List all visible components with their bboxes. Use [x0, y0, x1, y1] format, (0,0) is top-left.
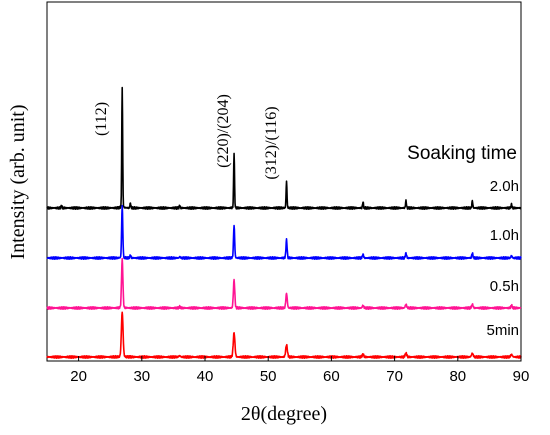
x-tick-label-90: 90: [513, 368, 530, 385]
x-tick-label-80: 80: [449, 368, 466, 385]
series-line-2-0h: [46, 86, 522, 210]
plot-frame: [46, 1, 522, 362]
series-label-0-5h: 0.5h: [490, 278, 519, 295]
x-tick-label-60: 60: [323, 368, 340, 385]
peak-label-112: (112): [93, 102, 110, 136]
series-layer: [46, 86, 522, 359]
y-axis-label: Intensity (arb. unit): [7, 105, 29, 260]
series-line-0-5h: [46, 257, 522, 310]
series-line-1-0h: [46, 204, 522, 260]
series-label-1-0h: 1.0h: [490, 227, 519, 244]
x-tick-label-40: 40: [197, 368, 214, 385]
peak-label-312-116: (312)/(116): [263, 106, 280, 179]
peak-label-220-204: (220)/(204): [215, 94, 232, 168]
legend-title: Soaking time: [407, 143, 517, 164]
x-tick-label-30: 30: [133, 368, 150, 385]
series-label-5min: 5min: [486, 322, 519, 339]
series-label-2-0h: 2.0h: [490, 178, 519, 195]
x-tick-label-50: 50: [260, 368, 277, 385]
x-tick-label-20: 20: [70, 368, 87, 385]
x-axis-label: 2θ(degree): [241, 403, 327, 425]
x-tick-label-70: 70: [386, 368, 403, 385]
series-line-5min: [46, 311, 522, 359]
x-axis: 20 30 40 50 60 70 80 90: [70, 356, 529, 385]
